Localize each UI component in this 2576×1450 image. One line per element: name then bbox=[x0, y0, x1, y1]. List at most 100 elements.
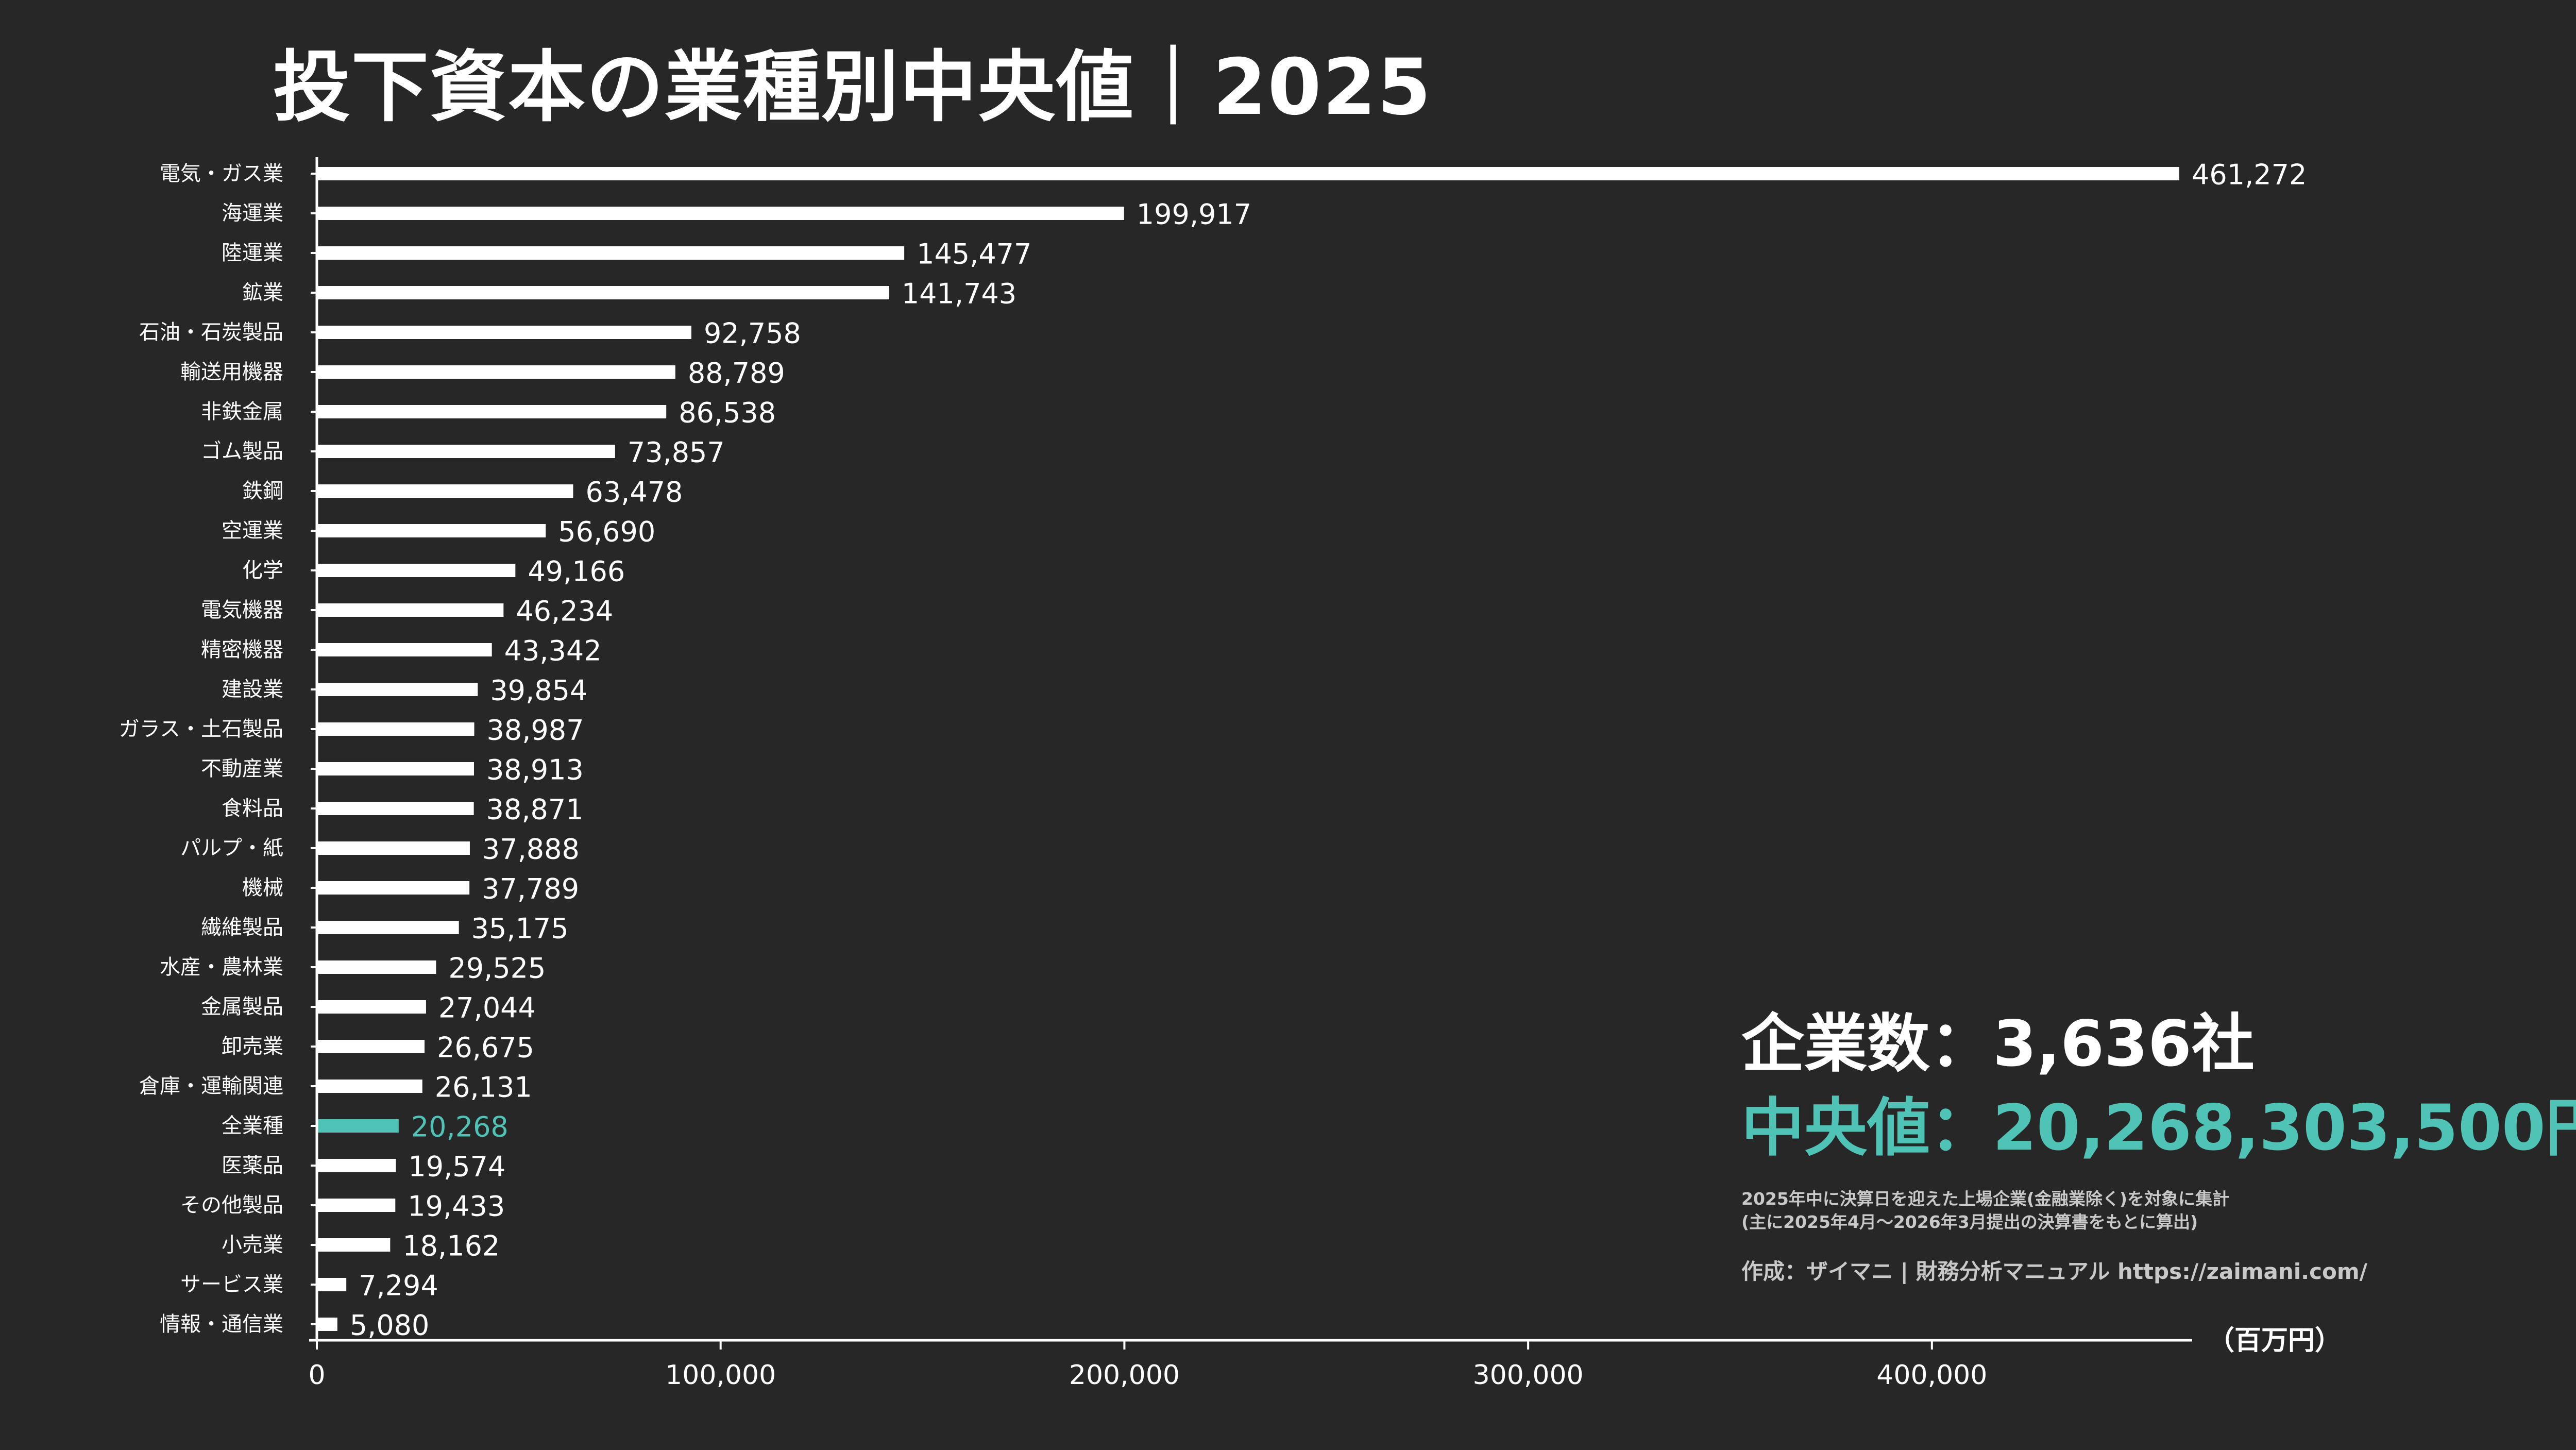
category-label: ガラス・土石製品 bbox=[119, 717, 283, 741]
category-label: 医薬品 bbox=[222, 1154, 283, 1177]
value-label: 7,294 bbox=[359, 1270, 438, 1302]
category-label: 陸運業 bbox=[222, 241, 283, 265]
bar bbox=[317, 881, 470, 895]
value-label: 29,525 bbox=[448, 952, 546, 985]
category-label: 化学 bbox=[242, 559, 283, 582]
category-label: 繊維製品 bbox=[201, 916, 283, 939]
category-label: 電気機器 bbox=[201, 598, 283, 622]
note-line-1: 2025年中に決算日を迎えた上場企業(金融業除く)を対象に集計 bbox=[1741, 1189, 2230, 1209]
value-label: 19,433 bbox=[408, 1190, 505, 1223]
value-label: 461,272 bbox=[2192, 159, 2307, 191]
bar bbox=[317, 1000, 426, 1014]
bar bbox=[317, 1318, 337, 1331]
value-label: 43,342 bbox=[504, 635, 602, 667]
category-label: 鉄鋼 bbox=[242, 479, 283, 503]
category-label: 金属製品 bbox=[201, 995, 283, 1019]
bar bbox=[317, 524, 546, 537]
company-count-label: 企業数： bbox=[1741, 1007, 1993, 1081]
category-label: 建設業 bbox=[222, 678, 283, 701]
category-label: 機械 bbox=[242, 876, 283, 900]
value-label: 18,162 bbox=[402, 1230, 500, 1262]
category-label: 非鉄金属 bbox=[201, 400, 283, 424]
category-label: サービス業 bbox=[180, 1273, 283, 1296]
bar bbox=[317, 643, 492, 656]
x-tick-label: 100,000 bbox=[665, 1360, 776, 1391]
x-axis: 0 100,000 200,000 300,000 400,000 （百万円） bbox=[308, 157, 2342, 1391]
median-summary: 中央値：20,268,303,500円 bbox=[1741, 1089, 2576, 1168]
bar bbox=[317, 603, 504, 617]
bar bbox=[317, 841, 470, 855]
bar bbox=[317, 1119, 399, 1133]
bar bbox=[317, 484, 573, 498]
value-label: 35,175 bbox=[471, 913, 569, 945]
bar bbox=[317, 802, 474, 815]
value-label: 38,913 bbox=[486, 754, 584, 786]
value-label: 92,758 bbox=[704, 317, 801, 350]
bar bbox=[317, 683, 478, 696]
bar bbox=[317, 286, 889, 299]
value-label: 19,574 bbox=[408, 1151, 505, 1183]
bar bbox=[317, 1278, 347, 1291]
category-label: 倉庫・運輸関連 bbox=[139, 1074, 283, 1098]
bar bbox=[317, 445, 615, 458]
value-label: 38,987 bbox=[487, 714, 584, 747]
x-tick-label: 400,000 bbox=[1876, 1360, 1987, 1391]
bar bbox=[317, 1040, 425, 1053]
summary-panel: 企業数：3,636社 中央値：20,268,303,500円 2025年中に決算… bbox=[1741, 1005, 2576, 1286]
note-block: 2025年中に決算日を迎えた上場企業(金融業除く)を対象に集計 (主に2025年… bbox=[1741, 1188, 2576, 1234]
category-label: 電気・ガス業 bbox=[160, 162, 283, 186]
category-label: 食料品 bbox=[222, 797, 283, 820]
bar bbox=[317, 1238, 391, 1252]
x-tick-label: 300,000 bbox=[1473, 1360, 1584, 1391]
company-count-value: 3,636社 bbox=[1993, 1007, 2255, 1081]
category-label: 輸送用機器 bbox=[180, 360, 283, 384]
value-label: 145,477 bbox=[917, 238, 1031, 271]
value-label: 199,917 bbox=[1137, 198, 1251, 231]
value-label: 141,743 bbox=[902, 278, 1016, 310]
bar bbox=[317, 246, 905, 260]
page-title: 投下資本の業種別中央値｜2025 bbox=[273, 43, 1432, 132]
credit-line: 作成：ザイマニ | 財務分析マニュアル https://zaimani.com/ bbox=[1741, 1259, 2367, 1285]
bar bbox=[317, 207, 1124, 220]
value-label: 5,080 bbox=[350, 1309, 430, 1342]
bar bbox=[317, 722, 474, 736]
value-label: 63,478 bbox=[585, 476, 683, 509]
bar-group: 電気・ガス業 461,272 海運業 199,917 陸運業 145,477 鉱業 141,7… bbox=[119, 159, 2307, 1342]
unit-label: （百万円） bbox=[2208, 1325, 2342, 1356]
value-label: 37,888 bbox=[482, 833, 580, 866]
category-label: パルプ・紙 bbox=[180, 836, 283, 860]
category-label: 石油・石炭製品 bbox=[139, 321, 283, 344]
category-label: 水産・農林業 bbox=[160, 955, 283, 979]
bar bbox=[317, 405, 667, 418]
category-label: その他製品 bbox=[180, 1193, 283, 1217]
value-label: 56,690 bbox=[558, 516, 655, 548]
value-label: 49,166 bbox=[528, 555, 625, 588]
category-label: ゴム製品 bbox=[201, 440, 283, 463]
value-label: 73,857 bbox=[628, 436, 725, 469]
category-label: 卸売業 bbox=[222, 1035, 283, 1058]
category-label: 海運業 bbox=[222, 201, 283, 225]
category-label: 不動産業 bbox=[201, 757, 283, 781]
value-label: 88,789 bbox=[688, 357, 785, 390]
note-line-2: (主に2025年4月～2026年3月提出の決算書をもとに算出) bbox=[1741, 1211, 2198, 1232]
category-label: 全業種 bbox=[222, 1114, 283, 1138]
company-count: 企業数：3,636社 bbox=[1741, 1005, 2576, 1084]
category-label: 鉱業 bbox=[242, 281, 283, 305]
value-label: 26,131 bbox=[435, 1071, 532, 1104]
category-label: 小売業 bbox=[222, 1233, 283, 1257]
bar bbox=[317, 1159, 396, 1172]
category-label: 情報・通信業 bbox=[160, 1312, 283, 1336]
category-label: 精密機器 bbox=[201, 638, 283, 662]
bar bbox=[317, 167, 2179, 180]
value-label: 39,854 bbox=[490, 675, 587, 707]
bar bbox=[317, 564, 516, 577]
bar bbox=[317, 1199, 396, 1212]
bar bbox=[317, 921, 459, 934]
x-tick-label: 200,000 bbox=[1069, 1360, 1180, 1391]
median-label: 中央値： bbox=[1741, 1091, 1993, 1165]
value-label: 27,044 bbox=[438, 992, 536, 1024]
bar bbox=[317, 762, 474, 775]
value-label: 86,538 bbox=[679, 397, 776, 429]
